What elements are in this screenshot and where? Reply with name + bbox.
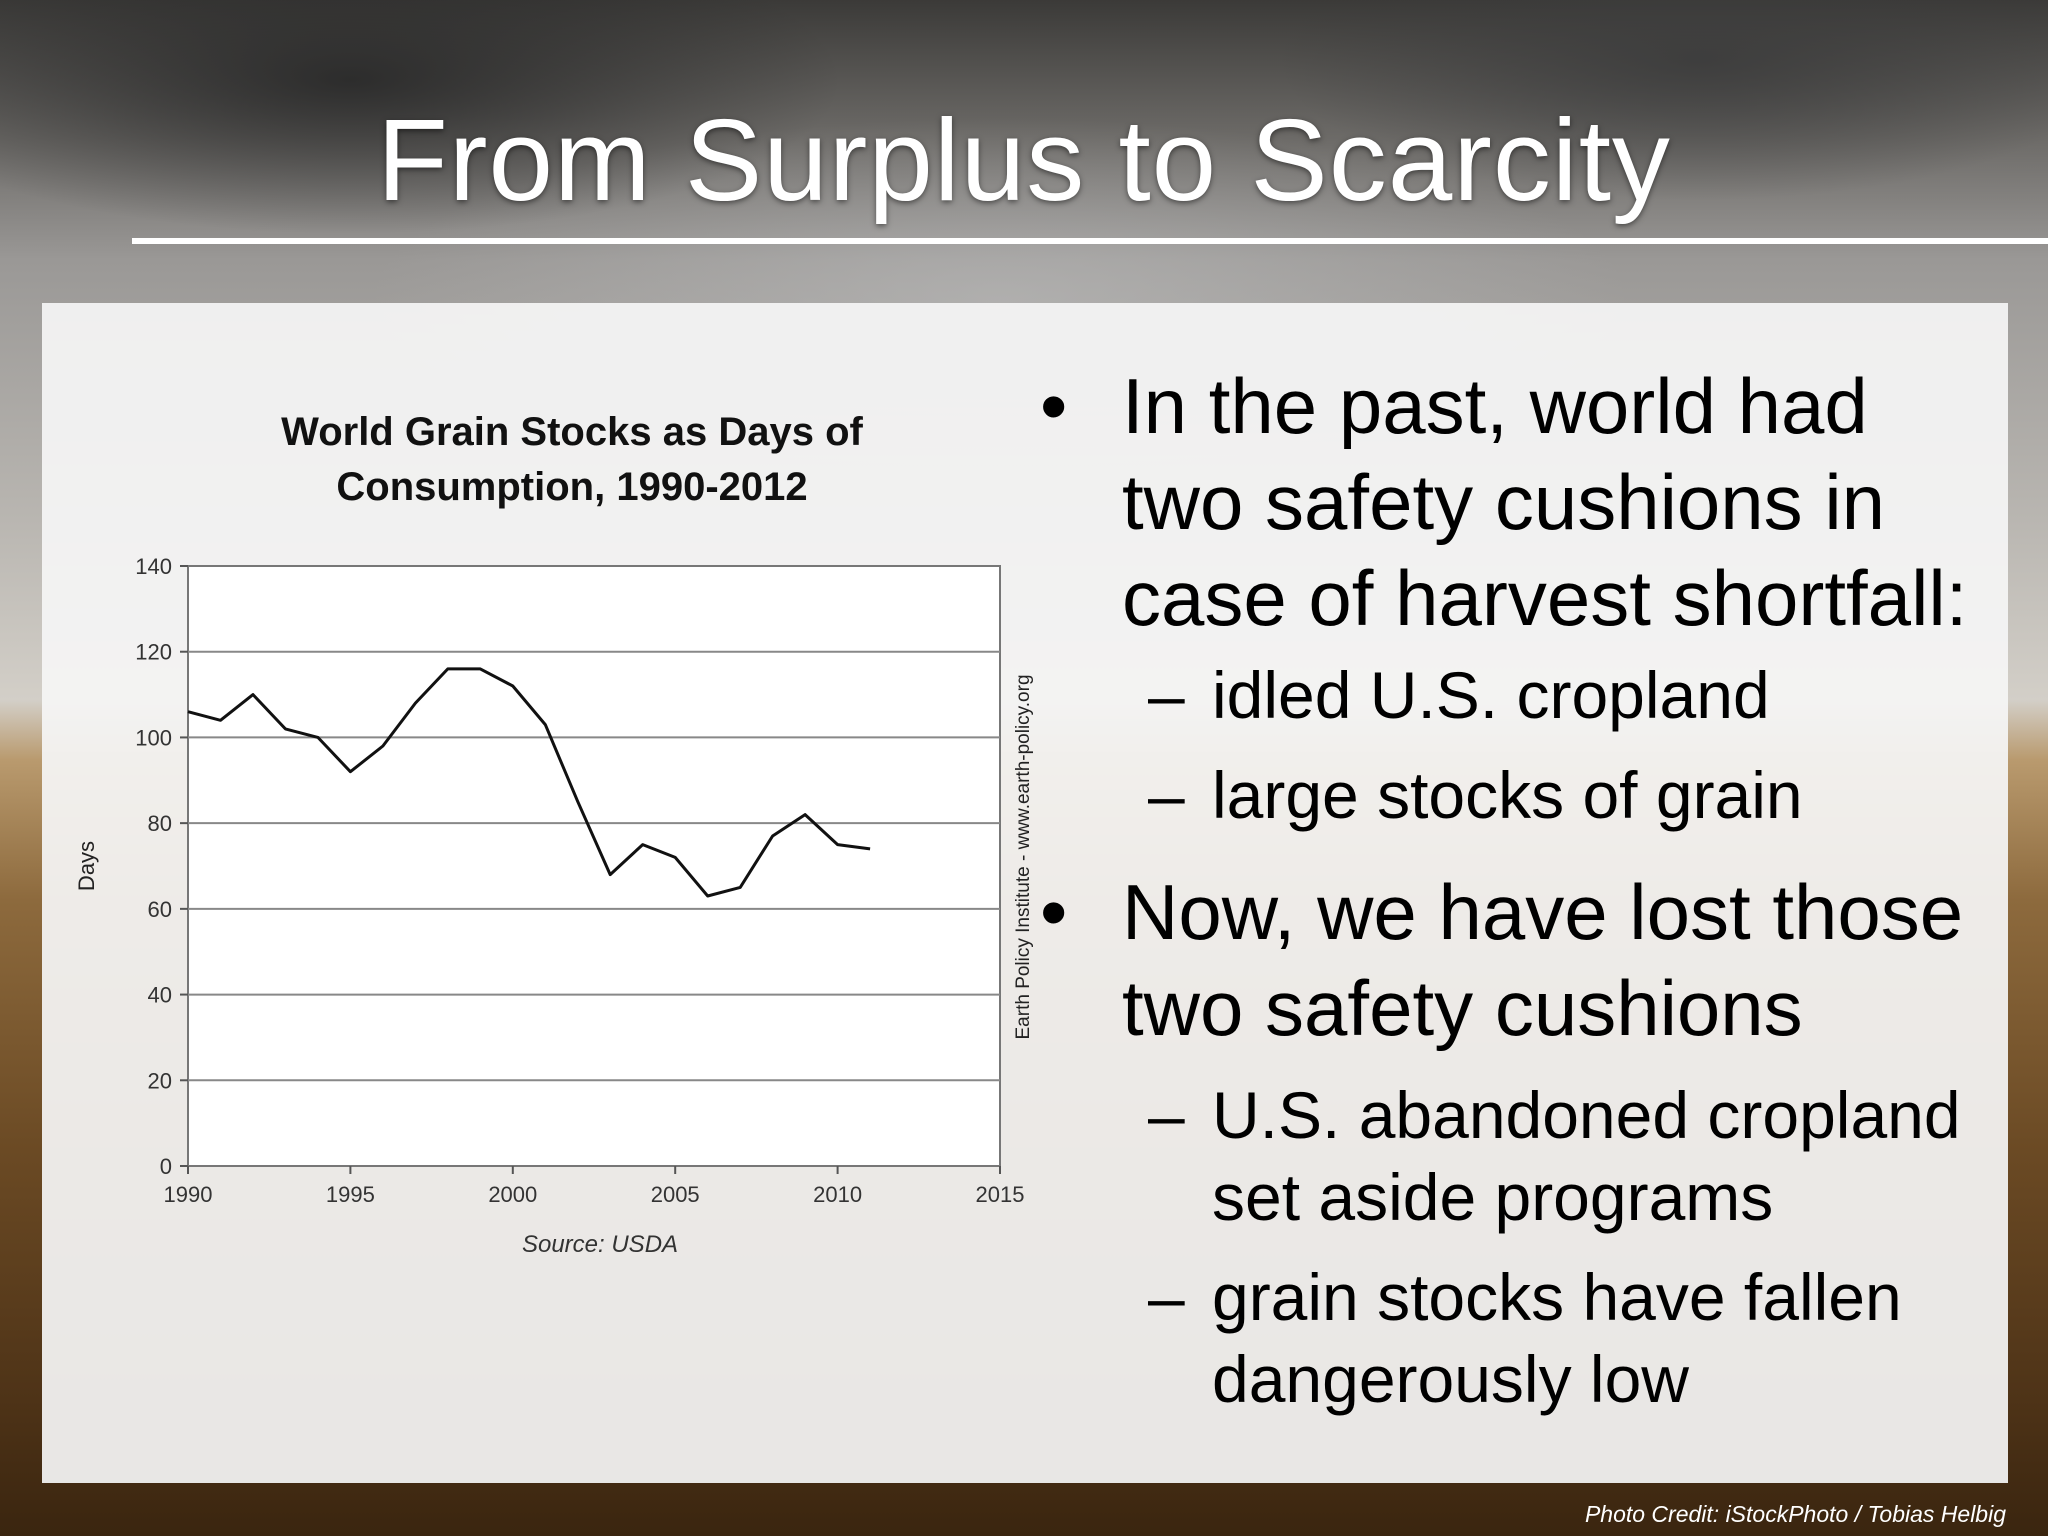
y-tick-label: 100	[135, 725, 172, 750]
bullet-marker: •	[1040, 868, 1068, 956]
y-tick-label: 60	[148, 897, 172, 922]
y-tick-label: 20	[148, 1068, 172, 1093]
chart-svg: World Grain Stocks as Days of Consumptio…	[74, 410, 1034, 1258]
dash-marker: –	[1148, 1078, 1185, 1152]
y-tick-label: 120	[135, 640, 172, 665]
plot-area	[187, 565, 1001, 1167]
x-tick-label: 2005	[651, 1182, 700, 1207]
photo-credit: Photo Credit: iStockPhoto / Tobias Helbi…	[1584, 1501, 2006, 1527]
title-underline	[132, 238, 2048, 244]
x-tick-label: 1990	[164, 1182, 213, 1207]
y-tick-label: 80	[148, 811, 172, 836]
sub-bullet-item: – large stocks of grain	[1040, 754, 2000, 836]
bullet-item: • In the past, world had two safety cush…	[1040, 358, 2000, 646]
x-tick-label: 1995	[326, 1182, 375, 1207]
y-tick-label: 40	[148, 983, 172, 1008]
slide-title: From Surplus to Scarcity	[377, 95, 1671, 225]
sub-bullet-text: large stocks of grain	[1212, 758, 1803, 832]
x-axis-ticks: 1990 1995 2000 2005 2010 2015	[164, 1166, 1025, 1207]
y-tick-label: 140	[135, 554, 172, 579]
sub-bullet-text: U.S. abandoned cropland set aside progra…	[1212, 1078, 1961, 1234]
bullet-item: • Now, we have lost those two safety cus…	[1040, 864, 2000, 1056]
sub-bullet-item: – grain stocks have fallen dangerously l…	[1040, 1256, 2000, 1420]
grain-stocks-chart: World Grain Stocks as Days of Consumptio…	[60, 400, 1050, 1280]
dash-marker: –	[1148, 758, 1185, 832]
x-tick-label: 2015	[976, 1182, 1025, 1207]
gridlines	[188, 650, 1000, 1082]
sub-bullet-item: – U.S. abandoned cropland set aside prog…	[1040, 1074, 2000, 1238]
x-tick-label: 2000	[488, 1182, 537, 1207]
source-note: Source: USDA	[522, 1231, 678, 1258]
y-tick-label: 0	[160, 1154, 172, 1179]
bullet-text: In the past, world had two safety cushio…	[1122, 362, 1968, 642]
x-tick-label: 2010	[813, 1182, 862, 1207]
sub-bullet-item: – idled U.S. cropland	[1040, 654, 2000, 736]
series-lines	[187, 667, 871, 898]
sub-bullet-text: grain stocks have fallen dangerously low	[1212, 1260, 1902, 1416]
side-source-label: Earth Policy Institute - www.earth-polic…	[1013, 674, 1034, 1039]
dash-marker: –	[1148, 1260, 1185, 1334]
sub-bullet-text: idled U.S. cropland	[1212, 658, 1770, 732]
bullet-list: • In the past, world had two safety cush…	[1040, 350, 2000, 1420]
bullet-marker: •	[1040, 362, 1068, 450]
bullet-text: Now, we have lost those two safety cushi…	[1122, 868, 1964, 1052]
chart-title-line-2: Consumption, 1990-2012	[336, 465, 807, 509]
y-axis-ticks: 0 20 40 60 80 100 120 140	[135, 554, 188, 1179]
y-axis-label: Days	[74, 841, 99, 891]
series-line	[187, 667, 871, 898]
dash-marker: –	[1148, 658, 1185, 732]
chart-title-line-1: World Grain Stocks as Days of	[281, 410, 863, 454]
